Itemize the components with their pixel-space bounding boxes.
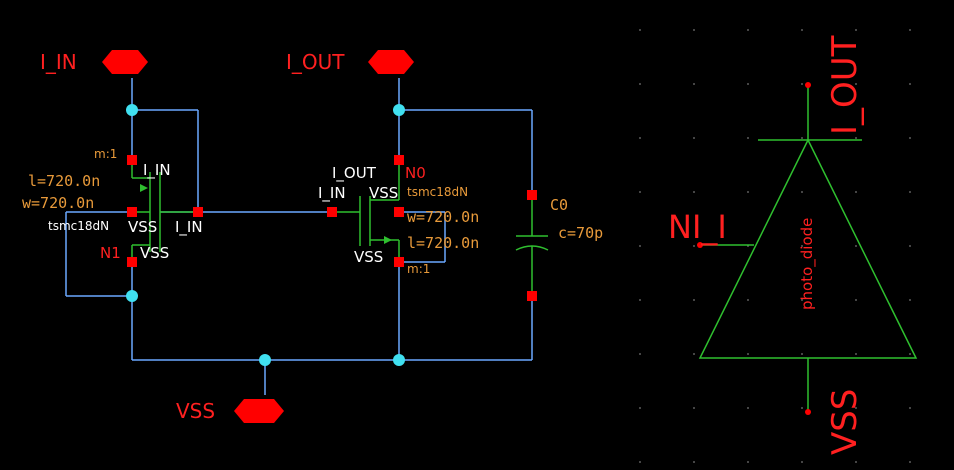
symbol-bottom-pin-label: VSS — [825, 389, 865, 455]
grid-dot — [909, 83, 911, 85]
grid-dot — [639, 29, 641, 31]
grid-dot — [801, 407, 803, 409]
grid-dot — [747, 353, 749, 355]
grid-dot — [747, 29, 749, 31]
wires — [65, 78, 533, 395]
m1-length: l=720.0n — [28, 172, 100, 190]
pin-label-i-in: I_IN — [40, 50, 77, 74]
grid-dot — [747, 137, 749, 139]
grid-dot — [909, 245, 911, 247]
grid-dot — [639, 83, 641, 85]
grid-dot — [639, 137, 641, 139]
m0-model: tsmc18dN — [407, 185, 468, 199]
grid-dot — [639, 407, 641, 409]
grid-dot — [801, 83, 803, 85]
grid-dots — [639, 29, 911, 463]
symbol-name-label: photo_diode — [798, 218, 817, 310]
grid-dot — [693, 29, 695, 31]
grid-dot — [909, 137, 911, 139]
grid-dot — [693, 191, 695, 193]
grid-dot — [801, 191, 803, 193]
m0-bulk-net: VSS — [369, 184, 398, 202]
grid-dot — [855, 461, 857, 463]
grid-dot — [801, 353, 803, 355]
c0-instance-name: C0 — [550, 196, 568, 214]
grid-dot — [693, 299, 695, 301]
grid-dot — [801, 29, 803, 31]
grid-dot — [855, 29, 857, 31]
pin-label-vss: VSS — [176, 399, 215, 423]
grid-dot — [855, 299, 857, 301]
grid-dot — [639, 461, 641, 463]
m0-instance-name: N0 — [405, 164, 426, 182]
m0-source-net: VSS — [354, 248, 383, 266]
i-in-pin-shape[interactable] — [102, 50, 148, 74]
grid-dot — [747, 461, 749, 463]
m0-length: l=720.0n — [407, 234, 479, 252]
i-out-pin-shape[interactable] — [368, 50, 414, 74]
grid-dot — [639, 299, 641, 301]
m0-width: w=720.0n — [407, 208, 479, 226]
m1-multiplier: m:1 — [94, 147, 117, 161]
symbol-left-pin-label: NI_I — [668, 208, 727, 246]
m0-drain-net: I_OUT — [332, 164, 377, 183]
m0-gate-net: I_IN — [318, 184, 346, 203]
m1-drain-net: I_IN — [175, 218, 203, 237]
capacitor-c0[interactable] — [515, 195, 549, 296]
m1-source-net: VSS — [140, 244, 169, 262]
photo-diode-symbol[interactable] — [697, 82, 918, 415]
grid-dot — [693, 353, 695, 355]
junction-dots — [126, 104, 405, 366]
grid-dot — [693, 83, 695, 85]
m1-instance-name: N1 — [100, 244, 121, 262]
grid-dot — [855, 83, 857, 85]
grid-dot — [801, 461, 803, 463]
m1-model: tsmc18dN — [48, 219, 109, 233]
symbol-top-pin-label: I_OUT — [825, 35, 865, 135]
grid-dot — [801, 245, 803, 247]
grid-dot — [639, 191, 641, 193]
grid-dot — [639, 245, 641, 247]
grid-dot — [693, 245, 695, 247]
grid-dot — [747, 83, 749, 85]
grid-dot — [909, 299, 911, 301]
grid-dot — [747, 407, 749, 409]
c0-capacitance: c=70p — [558, 224, 603, 242]
grid-dot — [693, 461, 695, 463]
grid-dot — [801, 299, 803, 301]
grid-dot — [855, 137, 857, 139]
grid-dot — [909, 353, 911, 355]
grid-dot — [855, 245, 857, 247]
grid-dot — [909, 461, 911, 463]
m1-width: w=720.0n — [22, 194, 94, 212]
grid-dot — [909, 407, 911, 409]
grid-dot — [855, 191, 857, 193]
grid-dot — [801, 137, 803, 139]
grid-dot — [639, 353, 641, 355]
grid-dot — [747, 299, 749, 301]
vss-pin-shape[interactable] — [234, 399, 284, 423]
m1-gate-net: I_IN — [143, 161, 171, 180]
grid-dot — [693, 407, 695, 409]
grid-dot — [693, 137, 695, 139]
m1-bulk-net: VSS — [128, 218, 157, 236]
terminal-squares — [127, 155, 537, 301]
grid-dot — [855, 407, 857, 409]
m0-multiplier: m:1 — [407, 262, 430, 276]
grid-dot — [909, 191, 911, 193]
grid-dot — [909, 29, 911, 31]
pin-label-i-out: I_OUT — [286, 50, 345, 74]
grid-dot — [855, 353, 857, 355]
grid-dot — [747, 191, 749, 193]
